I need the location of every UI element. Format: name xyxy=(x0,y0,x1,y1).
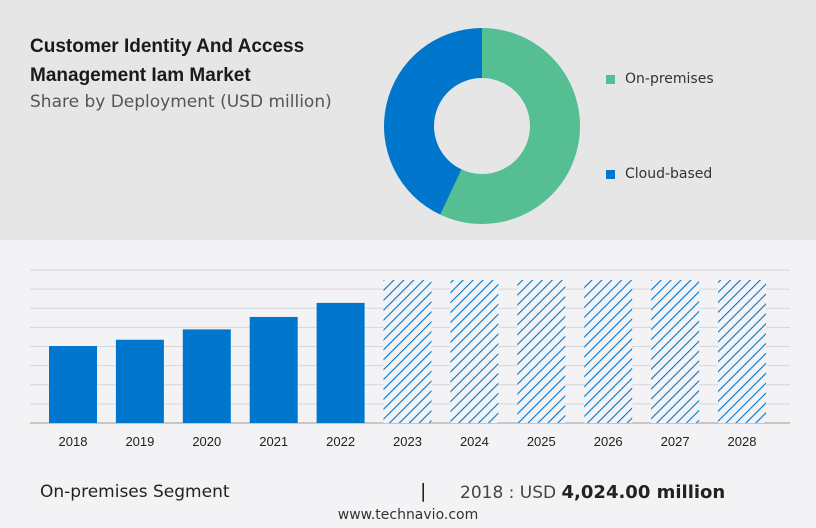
footer-separator: | xyxy=(420,480,427,502)
bar-2020 xyxy=(182,329,231,423)
x-tick-label: 2019 xyxy=(125,434,154,449)
bar-forecast-2027 xyxy=(651,280,700,423)
x-tick-label: 2028 xyxy=(728,434,757,449)
x-tick-label: 2024 xyxy=(460,434,489,449)
legend-swatch xyxy=(606,169,615,179)
x-tick-label: 2025 xyxy=(527,434,556,449)
bar-forecast-2023 xyxy=(383,280,432,423)
footer-year: 2018 : USD xyxy=(460,483,557,503)
bar-2022 xyxy=(316,302,365,423)
legend-cloud-based: Cloud-based xyxy=(606,166,712,182)
site-url: www.technavio.com xyxy=(337,507,479,523)
donut-slice-on-premises xyxy=(440,28,580,224)
x-tick-label: 2022 xyxy=(326,434,355,449)
chart-subtitle: Share by Deployment (USD million) xyxy=(30,92,332,112)
bar-forecast-2026 xyxy=(584,280,633,423)
bar-2018 xyxy=(49,346,97,423)
chart-title: Customer Identity And Access Management … xyxy=(30,36,305,86)
bar-2021 xyxy=(249,316,298,423)
footer-segment: On-premises Segment xyxy=(40,482,230,502)
donut-slice-cloud-based xyxy=(383,27,482,215)
bar-forecast-2024 xyxy=(450,280,499,423)
bar-2019 xyxy=(115,339,164,423)
x-tick-label: 2027 xyxy=(661,434,690,449)
footer-amount: 4,024.00 million xyxy=(561,482,726,503)
bar-forecast-2025 xyxy=(517,280,566,423)
legend-label: On-premises xyxy=(625,71,714,87)
x-tick-label: 2026 xyxy=(594,434,623,449)
legend-swatch xyxy=(606,74,615,84)
footer-value: 2018 : USD 4,024.00 million xyxy=(460,482,725,503)
bar-forecast-2028 xyxy=(718,280,766,423)
x-tick-label: 2020 xyxy=(192,434,221,449)
legend-on-premises: On-premises xyxy=(606,71,714,87)
x-tick-label: 2021 xyxy=(259,434,288,449)
x-tick-label: 2018 xyxy=(59,434,88,449)
x-tick-label: 2023 xyxy=(393,434,422,449)
legend-label: Cloud-based xyxy=(625,166,713,182)
